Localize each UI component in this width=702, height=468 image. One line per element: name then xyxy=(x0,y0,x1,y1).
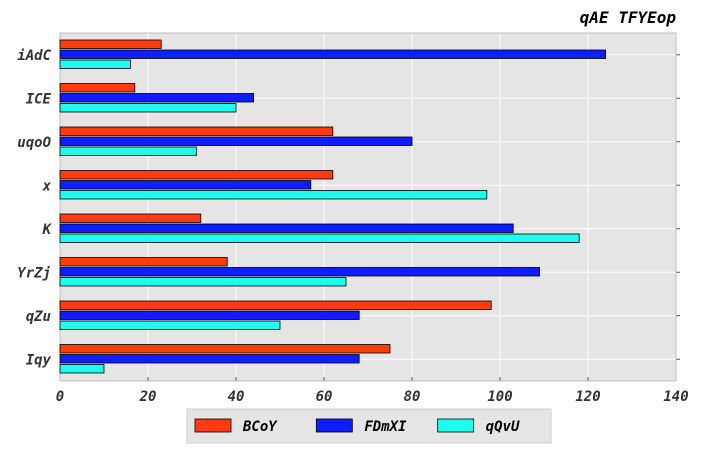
bar-FDmXI-x xyxy=(59,180,312,190)
bar-BCoY-x xyxy=(59,170,334,180)
legend-label-qQvU: qQvU xyxy=(486,419,520,435)
bar-BCoY-Iqy xyxy=(59,344,391,354)
legend-swatch-qQvU xyxy=(437,418,475,433)
y-tick-label: iAdC xyxy=(17,48,51,64)
legend-swatch-FDmXI xyxy=(315,418,353,433)
bar-FDmXI-iAdC xyxy=(59,49,606,59)
bar-BCoY-iAdC xyxy=(59,39,162,49)
legend-box xyxy=(186,408,552,444)
x-tick-label: 60 xyxy=(316,389,333,405)
bar-FDmXI-YrZj xyxy=(59,267,541,277)
bar-qQvU-iAdC xyxy=(59,59,131,69)
legend-label-BCoY: BCoY xyxy=(242,419,278,435)
y-tick-label: uqoO xyxy=(17,135,51,151)
bar-qQvU-qZu xyxy=(59,320,281,330)
chart-title: qAE TFYEop xyxy=(580,8,677,27)
y-tick-label: K xyxy=(42,222,53,238)
legend-label-FDmXI: FDmXI xyxy=(364,419,407,435)
bar-qQvU-Iqy xyxy=(59,364,105,374)
x-tick-label: 80 xyxy=(404,389,421,405)
bar-BCoY-qZu xyxy=(59,300,492,310)
x-tick-label: 40 xyxy=(228,389,245,405)
y-tick-label: YrZj xyxy=(17,265,51,281)
bar-BCoY-uqoO xyxy=(59,126,334,136)
y-tick-label: Iqy xyxy=(26,352,52,368)
bar-FDmXI-uqoO xyxy=(59,136,413,146)
bar-qQvU-YrZj xyxy=(59,277,347,287)
bar-qQvU-ICE xyxy=(59,103,237,113)
y-tick-label: qZu xyxy=(26,309,51,325)
x-tick-label: 140 xyxy=(663,389,688,405)
bar-BCoY-K xyxy=(59,213,202,223)
legend: BCoY FDmXI qQvU xyxy=(186,408,552,444)
bar-FDmXI-Iqy xyxy=(59,354,360,364)
bar-FDmXI-ICE xyxy=(59,93,255,103)
bar-FDmXI-qZu xyxy=(59,310,360,320)
bar-qQvU-K xyxy=(59,233,580,243)
x-tick-label: 120 xyxy=(575,389,600,405)
plot-border xyxy=(59,32,677,382)
bar-BCoY-ICE xyxy=(59,83,136,93)
legend-swatch-BCoY xyxy=(194,418,232,433)
bar-qQvU-x xyxy=(59,190,488,200)
bar-BCoY-YrZj xyxy=(59,257,228,267)
y-tick-label: ICE xyxy=(26,91,52,107)
bar-FDmXI-K xyxy=(59,223,514,233)
x-tick-labels: 0 20 40 60 80 100 120 140 xyxy=(56,389,689,405)
x-tick-label: 0 xyxy=(56,389,64,405)
x-tick-label: 20 xyxy=(139,389,157,405)
bars xyxy=(59,39,606,374)
y-tick-labels: iAdC ICE uqoO x K YrZj qZu Iqy xyxy=(17,48,52,369)
bar-qQvU-uqoO xyxy=(59,146,197,156)
y-tick-label: x xyxy=(42,178,52,194)
x-tick-label: 100 xyxy=(487,389,512,405)
